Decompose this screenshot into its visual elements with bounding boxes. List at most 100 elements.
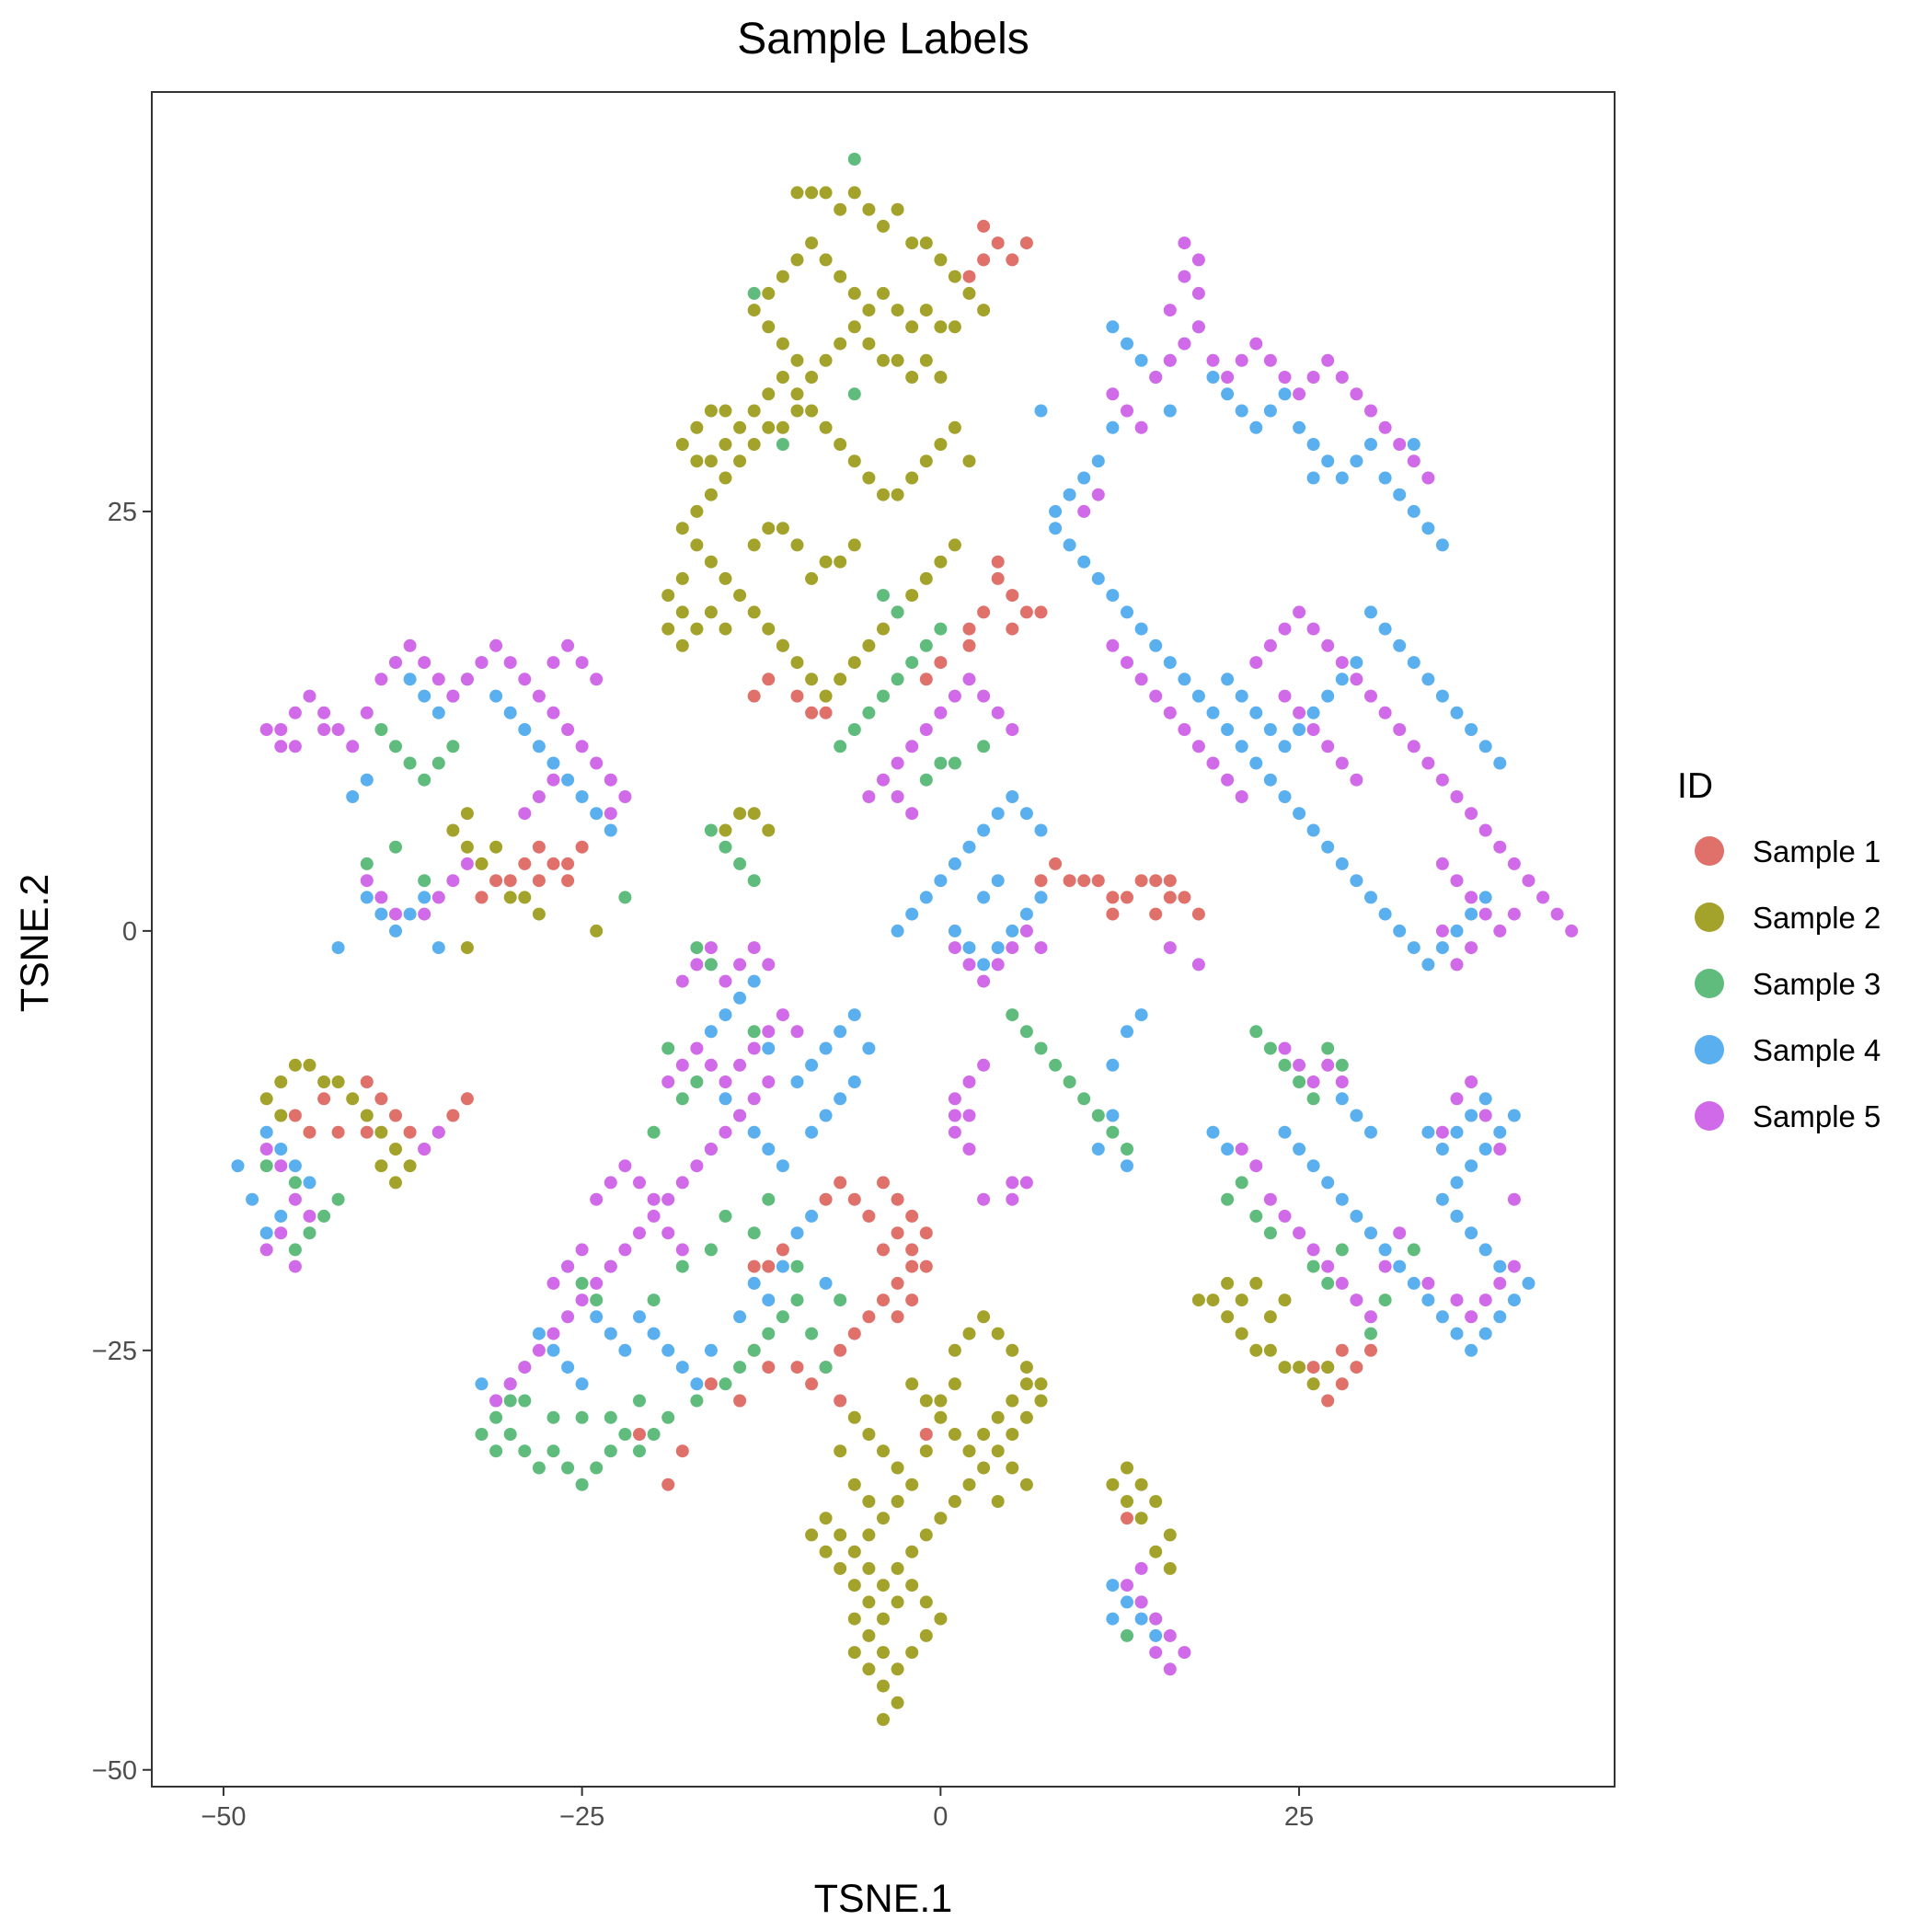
data-point	[704, 555, 718, 569]
data-point	[733, 420, 747, 434]
data-point	[834, 438, 847, 451]
data-point	[675, 1058, 689, 1072]
data-point	[1249, 706, 1263, 719]
data-point	[532, 1461, 546, 1475]
data-point	[1134, 622, 1148, 636]
data-point	[1278, 622, 1292, 636]
data-point	[546, 756, 560, 770]
data-point	[934, 371, 948, 384]
data-point	[877, 1646, 890, 1660]
data-point	[575, 1410, 589, 1424]
data-point	[1163, 706, 1177, 719]
data-point	[819, 1041, 833, 1055]
data-point	[1421, 471, 1435, 485]
data-point	[1321, 353, 1335, 367]
data-point	[1465, 1226, 1478, 1240]
data-point	[877, 589, 890, 603]
data-point	[1378, 1259, 1392, 1273]
data-point	[1249, 1025, 1263, 1039]
data-point	[604, 1327, 617, 1340]
data-point	[1163, 1628, 1177, 1642]
legend-label: Sample 3	[1753, 967, 1880, 1001]
data-point	[862, 471, 876, 485]
data-point	[1006, 253, 1019, 267]
data-point	[733, 807, 747, 821]
data-point	[675, 1243, 689, 1257]
data-point	[1121, 1159, 1133, 1173]
data-point	[905, 1478, 919, 1491]
data-point	[948, 270, 961, 283]
data-point	[1364, 605, 1377, 619]
data-point	[704, 1025, 718, 1039]
data-point	[532, 840, 546, 854]
data-point	[246, 1192, 259, 1206]
data-point	[1435, 689, 1449, 703]
data-point	[288, 1243, 302, 1257]
data-point	[991, 555, 1005, 569]
data-point	[1306, 823, 1320, 837]
data-point	[1006, 924, 1019, 937]
data-point	[819, 1192, 833, 1206]
data-point	[274, 1143, 288, 1156]
data-point	[1465, 1310, 1478, 1324]
data-point	[919, 236, 933, 250]
data-point	[834, 1528, 847, 1542]
data-points-layer	[231, 153, 1579, 1726]
data-point	[1121, 1595, 1133, 1609]
data-point	[1507, 857, 1521, 870]
data-point	[446, 1109, 460, 1122]
data-point	[1121, 1143, 1133, 1156]
data-point	[891, 1696, 904, 1709]
y-tick-label: 0	[122, 917, 137, 947]
data-point	[747, 1259, 761, 1273]
data-point	[704, 488, 718, 501]
data-point	[460, 673, 474, 686]
data-point	[1350, 656, 1363, 670]
data-point	[862, 790, 876, 803]
data-point	[790, 538, 804, 552]
data-point	[977, 1058, 991, 1072]
data-point	[919, 353, 933, 367]
data-point	[590, 1461, 604, 1475]
data-point	[1478, 1243, 1492, 1257]
data-point	[762, 1192, 776, 1206]
data-point	[905, 1377, 919, 1391]
data-point	[1435, 538, 1449, 552]
data-point	[962, 1143, 976, 1156]
data-point	[1435, 1310, 1449, 1324]
data-point	[905, 1545, 919, 1558]
data-point	[1450, 706, 1464, 719]
data-point	[1378, 1243, 1392, 1257]
data-point	[690, 1075, 704, 1088]
data-point	[834, 1025, 847, 1039]
data-point	[819, 555, 833, 569]
data-point	[1321, 1259, 1335, 1273]
data-point	[274, 1075, 288, 1088]
data-point	[934, 756, 948, 770]
data-point	[604, 1444, 617, 1458]
data-point	[690, 538, 704, 552]
data-point	[934, 622, 948, 636]
data-point	[776, 1008, 789, 1022]
data-point	[847, 1008, 861, 1022]
data-point	[633, 1226, 646, 1240]
data-point	[1106, 1125, 1120, 1139]
data-point	[1364, 1343, 1377, 1357]
data-point	[805, 404, 819, 418]
data-point	[877, 1679, 890, 1693]
data-point	[288, 1159, 302, 1173]
data-point	[1478, 907, 1492, 921]
data-point	[489, 874, 503, 888]
x-axis: −50 −25 0 25	[201, 1787, 1314, 1832]
data-point	[948, 756, 961, 770]
data-point	[948, 1092, 961, 1106]
data-point	[274, 1159, 288, 1173]
data-point	[1221, 1192, 1235, 1206]
data-point	[862, 706, 876, 719]
data-point	[819, 706, 833, 719]
data-point	[977, 740, 991, 753]
data-point	[1149, 1612, 1163, 1626]
data-point	[303, 1209, 316, 1223]
data-point	[1478, 1092, 1492, 1106]
